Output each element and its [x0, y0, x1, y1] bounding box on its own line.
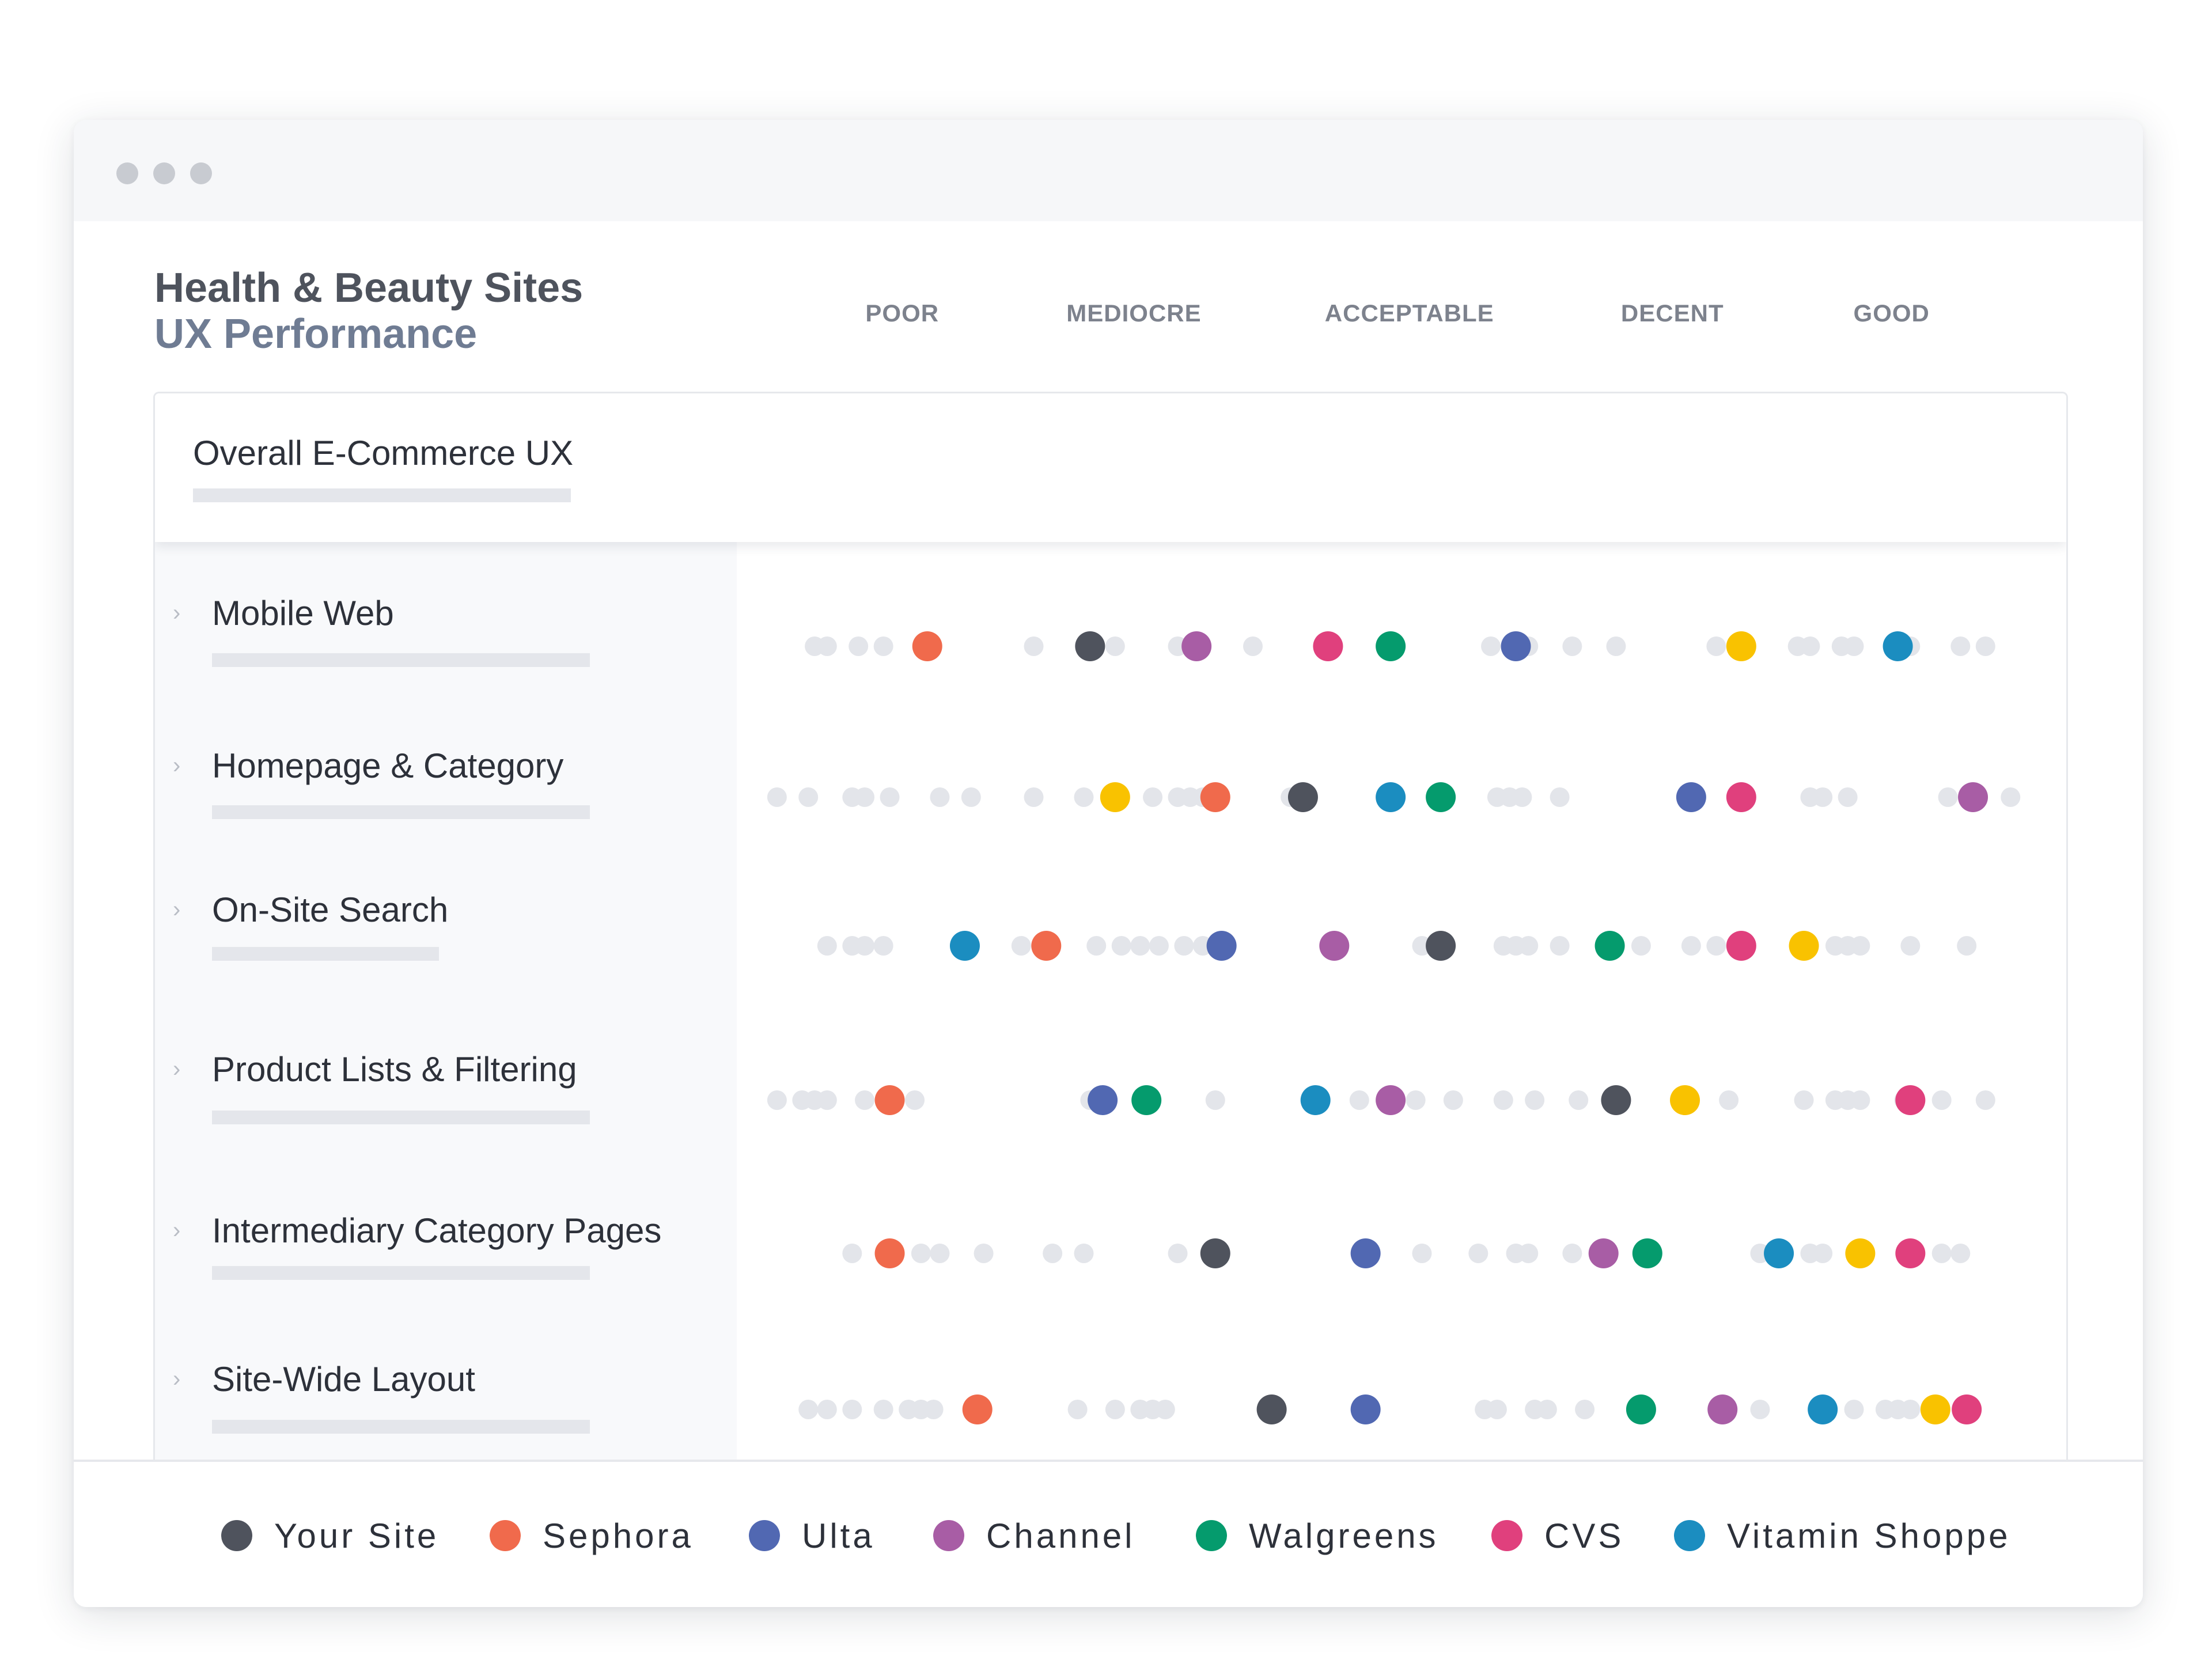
legend-swatch	[749, 1520, 780, 1551]
chevron-right-icon[interactable]: ›	[173, 600, 181, 626]
chevron-right-icon[interactable]: ›	[173, 1366, 181, 1392]
legend-swatch	[1491, 1520, 1522, 1551]
legend-item-vitamin-shoppe[interactable]: Vitamin Shoppe	[1674, 1462, 2011, 1607]
row-score-bar	[212, 1111, 590, 1124]
browser-window: Health & Beauty Sites UX Performance POO…	[74, 120, 2143, 1607]
row-label-product-lists-and-filtering[interactable]: Product Lists & Filtering	[212, 1050, 577, 1089]
chevron-right-icon[interactable]: ›	[173, 1218, 181, 1243]
row-label-site-wide-layout[interactable]: Site-Wide Layout	[212, 1360, 475, 1399]
legend-swatch	[1196, 1520, 1227, 1551]
row-score-bar	[212, 947, 439, 961]
window-titlebar	[74, 120, 2143, 221]
row-score-bar	[212, 805, 590, 819]
legend-label: Your Site	[274, 1516, 440, 1555]
scale-label-mediocre: MEDIOCRE	[1066, 300, 1202, 327]
legend-swatch	[490, 1520, 521, 1551]
chevron-right-icon[interactable]: ›	[173, 753, 181, 778]
legend: Your Site Sephora Ulta Channel Walgreens CVS V…	[74, 1460, 2143, 1607]
category-column	[155, 393, 737, 1460]
scale-label-poor: POOR	[865, 300, 940, 327]
row-label-mobile-web[interactable]: Mobile Web	[212, 594, 394, 632]
row-label-homepage-and-category[interactable]: Homepage & Category	[212, 746, 564, 785]
row-score-bar	[212, 1266, 590, 1280]
chevron-right-icon[interactable]: ›	[173, 1056, 181, 1082]
window-close-dot[interactable]	[116, 162, 138, 184]
legend-item-sephora[interactable]: Sephora	[490, 1462, 694, 1607]
legend-label: Sephora	[543, 1516, 694, 1555]
scale-label-good: GOOD	[1853, 300, 1930, 327]
legend-label: Channel	[986, 1516, 1135, 1555]
window-minimize-dot[interactable]	[153, 162, 175, 184]
scale-label-acceptable: ACCEPTABLE	[1324, 300, 1494, 327]
legend-item-channel[interactable]: Channel	[933, 1462, 1135, 1607]
row-label-intermediary-category-pages[interactable]: Intermediary Category Pages	[212, 1211, 662, 1250]
window-maximize-dot[interactable]	[190, 162, 212, 184]
legend-label: CVS	[1544, 1516, 1624, 1555]
legend-swatch	[933, 1520, 964, 1551]
row-label-on-site-search[interactable]: On-Site Search	[212, 890, 449, 929]
row-label-overall-e-commerce-ux: Overall E-Commerce UX	[193, 434, 574, 472]
legend-label: Vitamin Shoppe	[1727, 1516, 2011, 1555]
chevron-right-icon[interactable]: ›	[173, 897, 181, 922]
legend-swatch	[221, 1520, 252, 1551]
legend-label: Walgreens	[1249, 1516, 1439, 1555]
legend-item-cvs[interactable]: CVS	[1491, 1462, 1624, 1607]
page-subtitle: UX Performance	[154, 311, 478, 357]
legend-item-your-site[interactable]: Your Site	[221, 1462, 439, 1607]
row-score-bar	[212, 1420, 590, 1434]
ratings-panel: Overall E-Commerce UX › Mobile Web › Homepag…	[153, 392, 2068, 1460]
legend-item-ulta[interactable]: Ulta	[749, 1462, 875, 1607]
scale-label-decent: DECENT	[1620, 300, 1724, 327]
legend-label: Ulta	[802, 1516, 875, 1555]
row-score-bar	[212, 653, 590, 667]
legend-swatch	[1674, 1520, 1705, 1551]
page-title: Health & Beauty Sites	[154, 265, 584, 311]
legend-item-walgreens[interactable]: Walgreens	[1196, 1462, 1439, 1607]
row-score-bar	[193, 488, 571, 502]
